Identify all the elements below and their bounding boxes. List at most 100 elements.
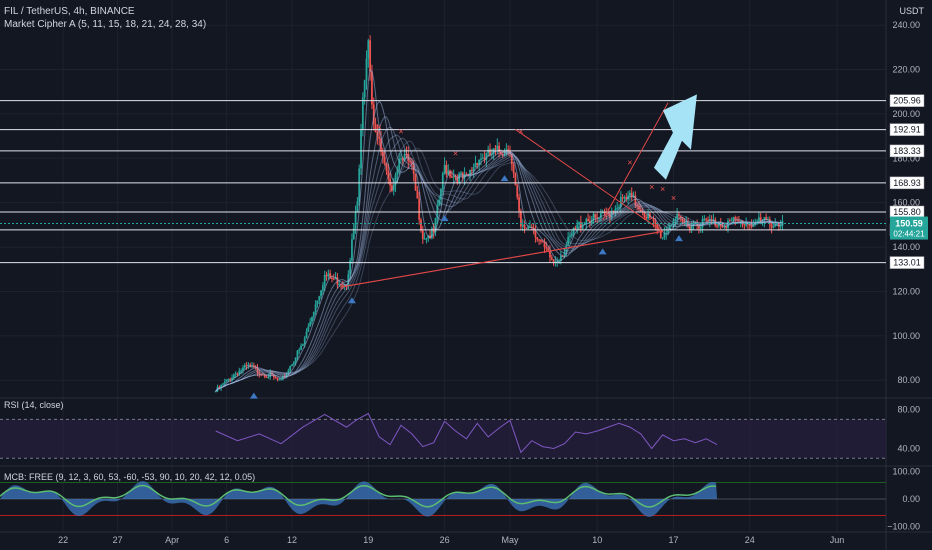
- candle-body: [485, 152, 488, 160]
- candle-body: [360, 129, 362, 169]
- candle-body: [719, 223, 722, 227]
- candle-body: [312, 311, 315, 318]
- candle-body: [367, 40, 370, 59]
- ma-line: [215, 140, 783, 392]
- mc-wave-area: [0, 481, 718, 517]
- candle-body: [587, 219, 590, 221]
- candle-body: [569, 235, 571, 238]
- candle-body: [411, 162, 413, 165]
- candle-body: [401, 158, 404, 161]
- candle-body: [389, 178, 391, 186]
- candle-body: [214, 391, 217, 393]
- candle-body: [550, 257, 553, 260]
- candle-body: [409, 161, 411, 163]
- candle-body: [287, 370, 290, 374]
- ma-line: [215, 126, 783, 392]
- candle-body: [276, 377, 279, 380]
- x-tick-label: 26: [440, 535, 450, 545]
- candle-body: [510, 153, 513, 165]
- candle-body: [647, 213, 649, 219]
- resistance-trendline: [515, 129, 663, 232]
- mc-tick-label: −100.00: [887, 522, 920, 532]
- level-label-box: [889, 256, 925, 269]
- candle-body: [347, 274, 350, 287]
- candle-body: [421, 230, 424, 239]
- candle-body: [494, 148, 497, 150]
- y-tick-label: 100.00: [892, 331, 920, 341]
- candle-body: [570, 234, 573, 236]
- candle-body: [630, 192, 633, 198]
- candle-body: [521, 224, 524, 227]
- current-price-box: [890, 216, 928, 240]
- candle-body: [532, 227, 535, 231]
- candle-body: [478, 159, 481, 165]
- candle-body: [656, 224, 659, 229]
- candle-body: [456, 177, 459, 184]
- candle-body: [440, 189, 442, 200]
- level-label: 155.80: [893, 207, 921, 217]
- candle-body: [340, 284, 342, 286]
- x-tick-label: 17: [668, 535, 678, 545]
- candle-body: [759, 217, 762, 222]
- ma-line: [215, 100, 783, 392]
- candle-body: [629, 192, 631, 196]
- buy-marker: [347, 297, 356, 304]
- mc-pane-title: MCB: FREE (9, 12, 3, 60, 53, -60, -53, 9…: [4, 472, 256, 482]
- symbol-title: FIL / TetherUS, 4h, BINANCE: [4, 6, 135, 17]
- sell-marker: ×: [627, 158, 632, 168]
- candle-body: [363, 80, 366, 98]
- support-trendline: [340, 231, 663, 288]
- candle-body: [639, 209, 642, 212]
- candle-body: [594, 213, 597, 218]
- candle-body: [592, 213, 595, 221]
- candle-body: [434, 218, 437, 233]
- candle-body: [728, 220, 731, 222]
- candle-body: [381, 151, 384, 157]
- candle-body: [430, 228, 433, 238]
- candle-body: [376, 131, 379, 137]
- candle-body: [643, 212, 646, 218]
- candle-body: [692, 223, 695, 226]
- level-label: 183.33: [893, 146, 921, 156]
- candle-body: [756, 220, 758, 223]
- candle-body: [774, 224, 777, 227]
- candle-body: [757, 217, 760, 221]
- candle-body: [696, 223, 699, 226]
- y-tick-label: 120.00: [892, 286, 920, 296]
- candle-body: [450, 176, 453, 178]
- breakout-projection: [602, 102, 669, 221]
- candle-body: [716, 225, 718, 227]
- sell-marker: ×: [453, 149, 458, 159]
- candle-body: [738, 220, 740, 222]
- candle-body: [243, 365, 246, 368]
- candle-body: [607, 213, 609, 215]
- candle-body: [332, 278, 335, 280]
- sell-marker: ×: [398, 127, 403, 137]
- candle-body: [723, 226, 726, 228]
- level-label-box: [889, 176, 925, 190]
- candle-body: [670, 225, 673, 227]
- candle-body: [601, 212, 604, 214]
- level-label-box: [889, 144, 925, 158]
- candle-body: [403, 153, 406, 161]
- candle-body: [458, 173, 461, 184]
- sell-marker: ×: [377, 122, 382, 132]
- candle-body: [280, 379, 282, 381]
- ma-line: [215, 134, 783, 392]
- y-tick-label: 180.00: [892, 153, 920, 163]
- candle-body: [616, 207, 619, 209]
- currency-label: USDT: [899, 6, 925, 16]
- candle-body: [770, 224, 773, 228]
- candle-body: [247, 364, 250, 367]
- rsi-line: [215, 412, 718, 454]
- candle-body: [585, 219, 588, 224]
- candle-body: [414, 174, 417, 191]
- candle-body: [765, 217, 768, 220]
- sell-marker: ×: [660, 184, 665, 194]
- candle-body: [772, 226, 775, 228]
- x-tick-label: 6: [224, 535, 229, 545]
- candle-body: [349, 260, 352, 275]
- x-tick-label: 24: [745, 535, 755, 545]
